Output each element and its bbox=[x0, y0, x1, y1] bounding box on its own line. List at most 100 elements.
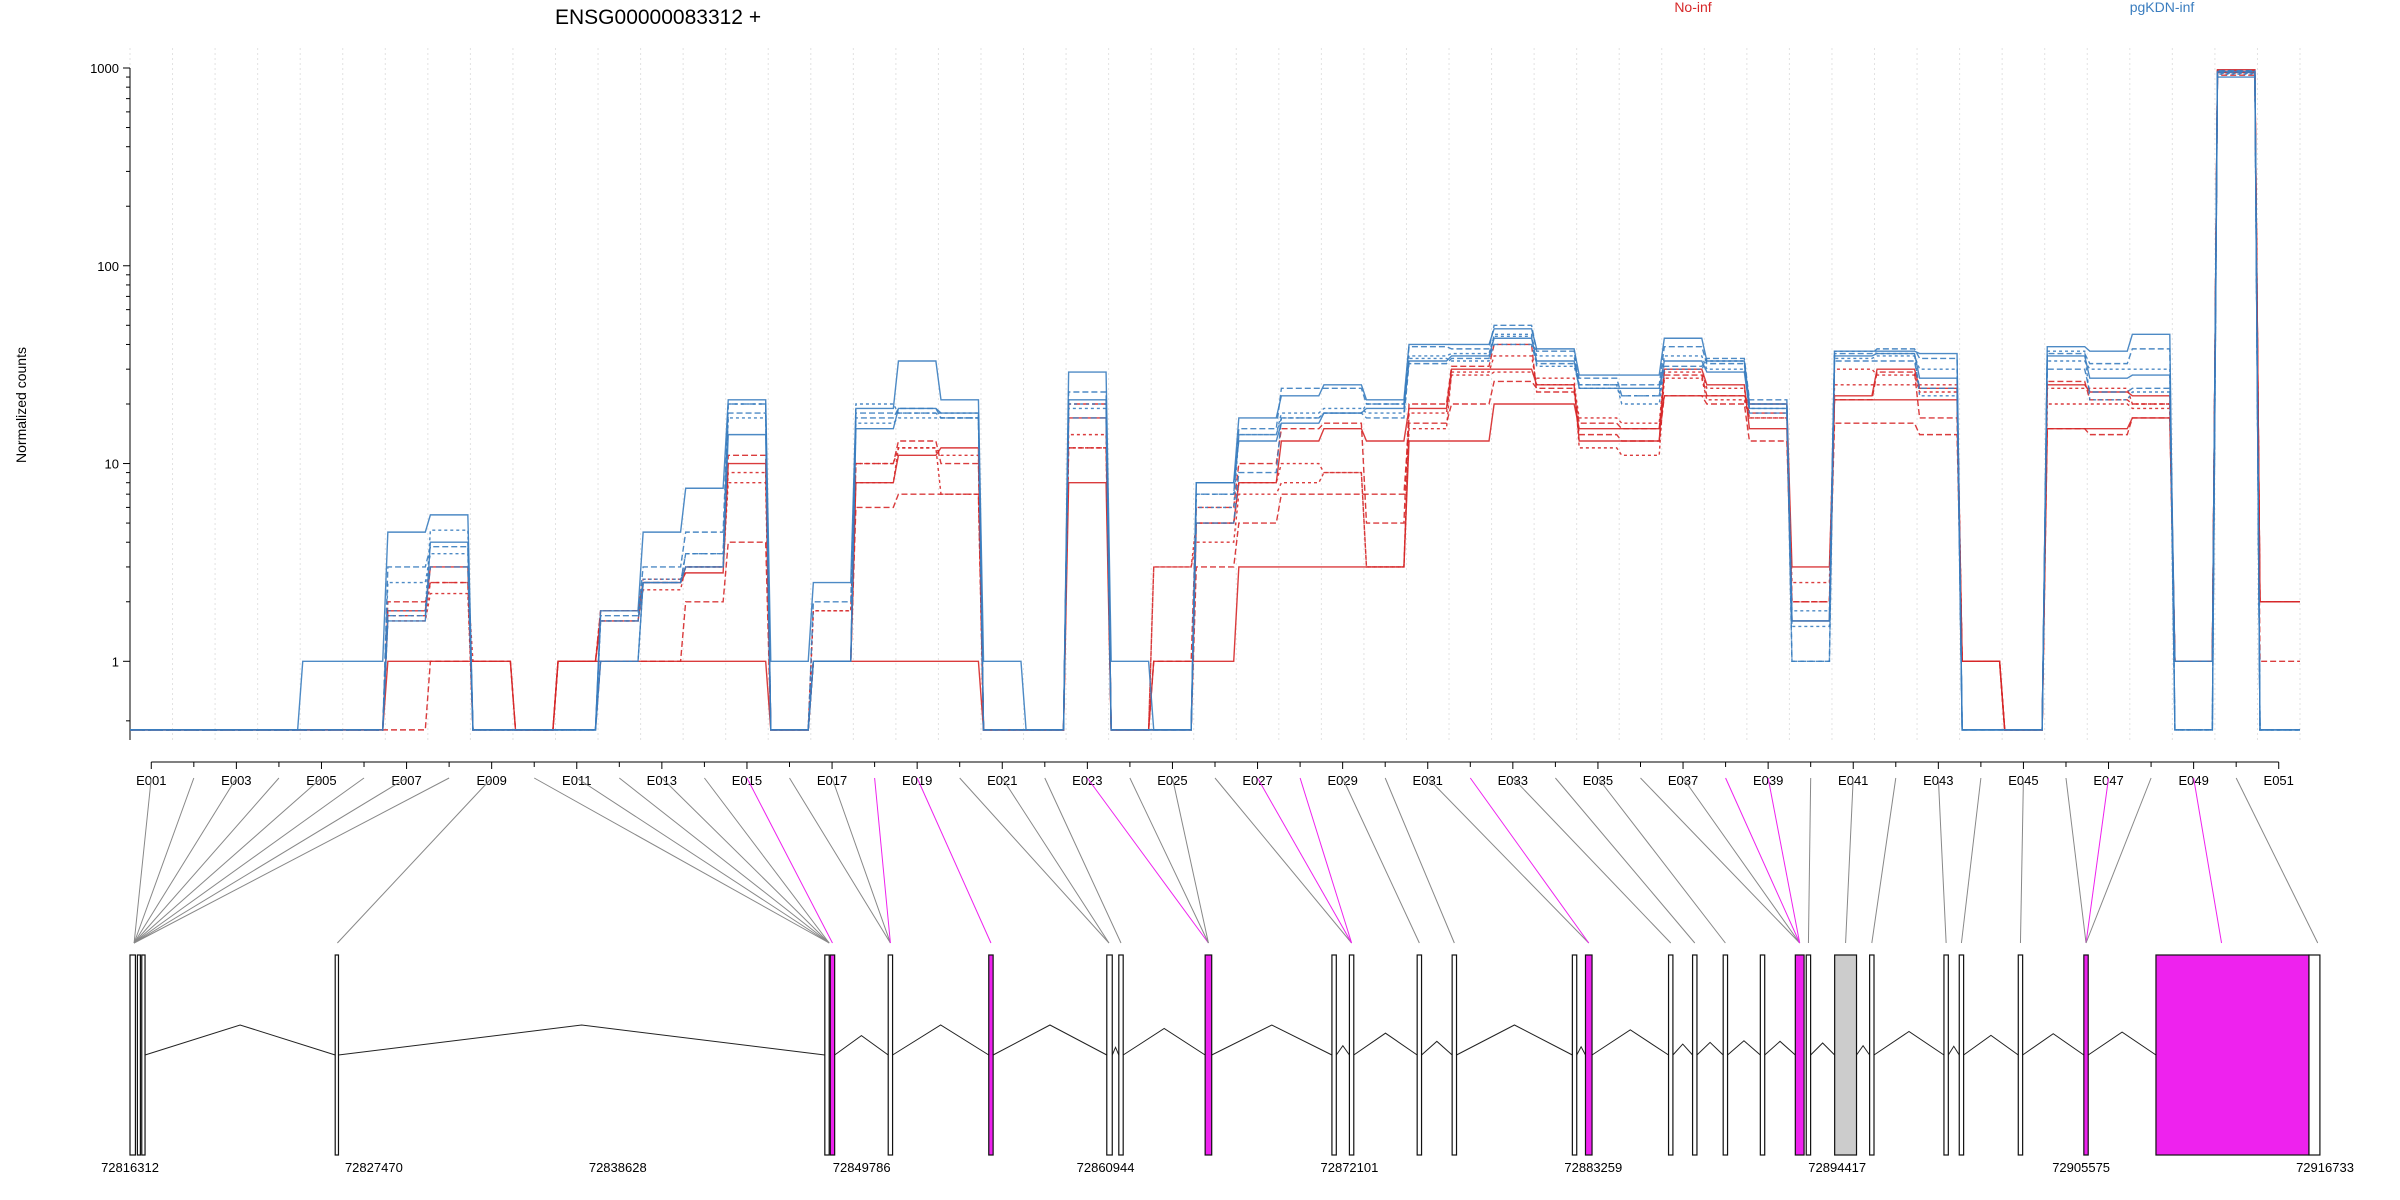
x-tick-label: E035 bbox=[1583, 773, 1613, 788]
exon-box bbox=[1805, 954, 1812, 1156]
series-line-no-inf bbox=[130, 71, 2300, 731]
series-line-no-inf bbox=[130, 69, 2300, 731]
intron-line bbox=[892, 1024, 990, 1056]
exon-connector-line bbox=[2019, 777, 2024, 944]
exon-connector-line bbox=[831, 777, 891, 944]
x-tick-label: E013 bbox=[647, 773, 677, 788]
exon-connector-line bbox=[1469, 777, 1590, 944]
x-tick-label: E009 bbox=[476, 773, 506, 788]
intron-line bbox=[1727, 1040, 1761, 1056]
intron-line bbox=[1456, 1024, 1573, 1056]
genomic-coordinate-label: 72883259 bbox=[1564, 1160, 1622, 1175]
series-line-pgkdn-inf bbox=[130, 71, 2300, 731]
exon-box bbox=[887, 954, 894, 1156]
series-line-no-inf bbox=[130, 69, 2300, 731]
series-line-no-inf bbox=[130, 74, 2300, 731]
exon-box bbox=[1958, 954, 1965, 1156]
exon-connector-line bbox=[1214, 777, 1352, 944]
exon-box bbox=[2155, 954, 2310, 1156]
exon-connector-line bbox=[576, 777, 830, 944]
y-tick-label: 1 bbox=[112, 654, 119, 669]
x-tick-label: E025 bbox=[1157, 773, 1187, 788]
intron-line bbox=[1810, 1042, 1836, 1056]
exon-connector-line bbox=[1086, 777, 1209, 944]
intron-line bbox=[1111, 1046, 1120, 1056]
exon-box bbox=[2308, 954, 2321, 1156]
genomic-coordinate-label: 72816312 bbox=[101, 1160, 159, 1175]
exon-connector-line bbox=[1257, 777, 1353, 944]
series-line-no-inf bbox=[130, 71, 2300, 731]
grid bbox=[129, 48, 2301, 740]
exon-box bbox=[129, 954, 137, 1156]
y-tick-label: 10 bbox=[105, 457, 119, 472]
intron-line bbox=[1335, 1044, 1350, 1056]
exon-box bbox=[1834, 954, 1858, 1156]
exon-connector-line bbox=[1845, 777, 1854, 944]
y-tick-label: 1000 bbox=[90, 61, 119, 76]
exon-connector-line bbox=[1960, 777, 1982, 944]
exon-connectors bbox=[133, 777, 2319, 944]
exon-box bbox=[1451, 954, 1458, 1156]
genomic-coordinate-label: 72916733 bbox=[2296, 1160, 2354, 1175]
intron-line bbox=[992, 1024, 1108, 1056]
exon-connector-line bbox=[1597, 777, 1726, 944]
exon-connector-line bbox=[1682, 777, 1801, 944]
x-tick-label: E021 bbox=[987, 773, 1017, 788]
x-tick-label: E011 bbox=[562, 773, 591, 788]
exon-connector-line bbox=[1044, 777, 1122, 944]
exon-connector-line bbox=[2085, 777, 2110, 944]
series-line-pgkdn-inf bbox=[130, 70, 2300, 731]
genomic-coordinate-label: 72849786 bbox=[833, 1160, 891, 1175]
exon-connector-line bbox=[2085, 777, 2152, 944]
x-tick-label: E015 bbox=[732, 773, 762, 788]
intron-line bbox=[2022, 1033, 2085, 1056]
exon-box bbox=[988, 954, 994, 1156]
exon-connector-line bbox=[1129, 777, 1209, 944]
intron-line bbox=[144, 1024, 336, 1056]
exon-box bbox=[1331, 954, 1337, 1156]
x-tick-label: E031 bbox=[1413, 773, 1443, 788]
exon-connector-line bbox=[133, 777, 152, 944]
exon-connector-line bbox=[1384, 777, 1455, 944]
exon-box bbox=[2017, 954, 2024, 1156]
x-tick-label: E017 bbox=[817, 773, 847, 788]
x-tick-label: E023 bbox=[1072, 773, 1102, 788]
exon-connector-line bbox=[704, 777, 830, 944]
exon-connector-line bbox=[1871, 777, 1897, 944]
x-tick-label: E027 bbox=[1242, 773, 1272, 788]
x-tick-label: E007 bbox=[391, 773, 421, 788]
intron-line bbox=[1696, 1041, 1724, 1056]
exon-connector-line bbox=[133, 777, 450, 944]
exon-connector-line bbox=[746, 777, 833, 944]
legend-pgkdn-inf: pgKDN-inf bbox=[2130, 0, 2195, 15]
exon-connector-line bbox=[133, 777, 407, 944]
series-line-pgkdn-inf bbox=[130, 69, 2300, 731]
exon-box bbox=[1794, 954, 1805, 1156]
exon-connector-line bbox=[133, 777, 195, 944]
exon-connector-line bbox=[133, 777, 365, 944]
exon-connector-line bbox=[1640, 777, 1801, 944]
exon-box bbox=[141, 954, 146, 1156]
genomic-coordinate-label: 72827470 bbox=[345, 1160, 403, 1175]
genomic-coordinate-label: 72894417 bbox=[1808, 1160, 1866, 1175]
exon-connector-line bbox=[1512, 777, 1672, 944]
intron-line bbox=[1764, 1040, 1796, 1056]
x-tick-label: E019 bbox=[902, 773, 932, 788]
exon-box bbox=[829, 954, 836, 1156]
exon-box bbox=[1204, 954, 1213, 1156]
exon-connector-line bbox=[1807, 777, 1812, 944]
intron-line bbox=[1873, 1030, 1945, 1056]
y-axis-label: Normalized counts bbox=[13, 347, 29, 463]
exon-box bbox=[1106, 954, 1113, 1156]
intron-line bbox=[338, 1024, 825, 1056]
intron-line bbox=[1421, 1040, 1453, 1056]
series-line-pgkdn-inf bbox=[130, 73, 2300, 731]
exon-connector-line bbox=[2065, 777, 2087, 944]
exon-connector-line bbox=[1937, 777, 1947, 944]
intron-line bbox=[1353, 1032, 1418, 1056]
exon-connector-line bbox=[2193, 777, 2223, 944]
intron-line bbox=[1856, 1044, 1871, 1056]
intron-line bbox=[834, 1034, 889, 1056]
x-tick-label: E029 bbox=[1327, 773, 1357, 788]
exon-box bbox=[1416, 954, 1423, 1156]
